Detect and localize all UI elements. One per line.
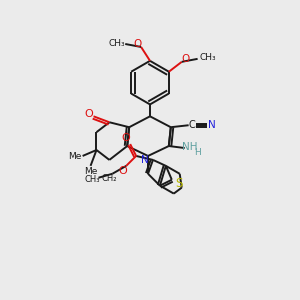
Text: Me: Me (68, 152, 81, 161)
Text: O: O (118, 166, 127, 176)
Text: N: N (208, 120, 215, 130)
Text: O: O (84, 109, 93, 119)
Text: CH₂: CH₂ (102, 174, 117, 183)
Text: C: C (188, 120, 195, 130)
Text: O: O (182, 54, 190, 64)
Text: H: H (194, 148, 201, 158)
Text: O: O (133, 39, 141, 49)
Text: CH₃: CH₃ (109, 38, 126, 47)
Text: S: S (175, 177, 182, 190)
Text: Me: Me (84, 167, 97, 176)
Text: CH₃: CH₃ (85, 175, 100, 184)
Text: O: O (122, 133, 130, 143)
Text: N: N (141, 155, 149, 165)
Text: CH₃: CH₃ (199, 53, 216, 62)
Text: NH: NH (182, 142, 197, 152)
